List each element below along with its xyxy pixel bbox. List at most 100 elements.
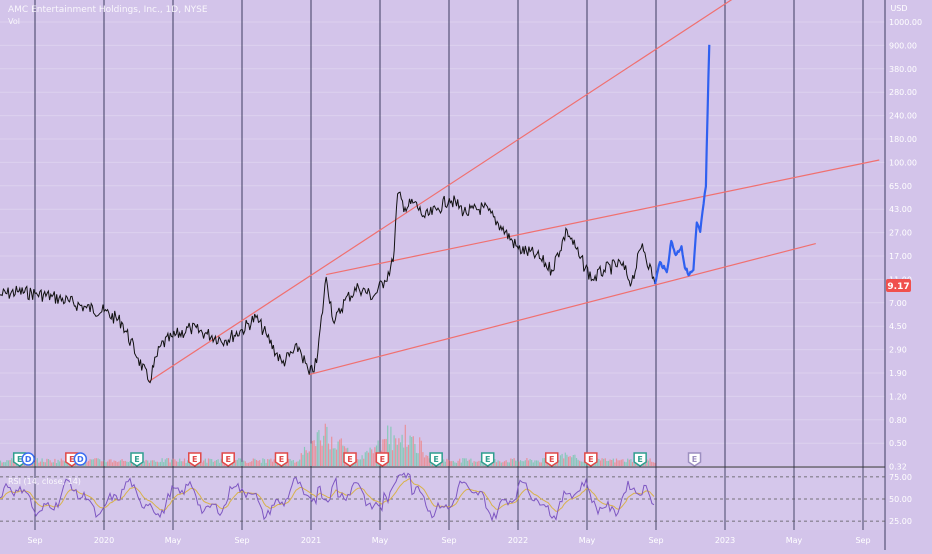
volume-bar <box>311 440 314 466</box>
volume-bar <box>108 459 110 466</box>
volume-bar <box>652 462 654 466</box>
axis-settings-icon[interactable]: USD <box>888 2 910 14</box>
volume-bar <box>623 461 626 466</box>
volume-bar <box>12 460 14 466</box>
volume-bar <box>332 448 334 466</box>
volume-bar <box>572 455 574 466</box>
y-tick-label: 0.80 <box>889 416 907 425</box>
vertical-gridlines <box>34 0 886 550</box>
volume-bar <box>151 460 154 466</box>
volume-bar <box>339 439 341 466</box>
volume-bar <box>516 460 518 466</box>
earnings-letter: D <box>77 455 84 464</box>
volume-bar <box>612 458 614 466</box>
volume-bar <box>574 454 576 466</box>
volume-bar <box>463 458 466 466</box>
trendlines[interactable] <box>148 0 880 383</box>
x-tick-label: 2021 <box>301 536 321 545</box>
earnings-marker[interactable]: E <box>343 452 357 467</box>
volume-bar <box>308 451 310 466</box>
volume-bar <box>497 460 499 466</box>
volume-bar <box>147 460 149 466</box>
y-tick-label: 17.00 <box>889 252 912 261</box>
volume-bar <box>294 462 296 466</box>
volume-bar <box>460 462 462 466</box>
volume-bar <box>537 460 539 466</box>
volume-bar <box>579 460 581 466</box>
y-axis-ticks: 1000.00 900.00 380.00 280.00 240.00 180.00 100… <box>889 18 922 472</box>
volume-bar <box>127 462 130 466</box>
volume-bar <box>143 461 146 466</box>
volume-bar <box>166 458 168 466</box>
volume-bar <box>411 437 413 466</box>
volume-bar <box>540 462 542 466</box>
volume-bar <box>611 460 613 466</box>
earnings-marker[interactable]: E <box>274 452 289 467</box>
earnings-marker[interactable]: E <box>221 452 235 467</box>
volume-bar <box>603 458 605 466</box>
earnings-marker[interactable]: E <box>375 452 390 467</box>
volume-bar <box>164 459 166 466</box>
earnings-marker[interactable]: E <box>429 452 443 467</box>
volume-bar <box>417 453 419 466</box>
volume-bar <box>177 461 179 466</box>
earnings-marker[interactable]: E <box>480 452 495 467</box>
volume-bar <box>399 442 402 466</box>
earnings-icon <box>221 452 235 467</box>
volume-bar <box>257 460 259 466</box>
volume-bar <box>251 461 253 466</box>
trendline[interactable] <box>148 0 756 383</box>
earnings-letter: E <box>69 455 74 464</box>
volume-bar <box>233 462 235 466</box>
volume-bar <box>622 459 624 466</box>
projection-series <box>653 44 711 285</box>
y-tick-label: 280.00 <box>889 88 917 97</box>
earnings-marker[interactable]: E <box>188 452 202 467</box>
y-tick-label: 900.00 <box>889 41 917 50</box>
volume-bar <box>334 448 336 466</box>
volume-bar <box>255 460 258 466</box>
earnings-marker[interactable]: E <box>584 452 598 467</box>
volume-bar <box>443 459 445 466</box>
earnings-marker[interactable]: E <box>544 452 559 467</box>
volume-bar <box>115 460 117 466</box>
earnings-marker[interactable]: E <box>130 452 144 467</box>
y-tick-label: 0.50 <box>889 439 907 448</box>
volume-bar <box>155 461 157 466</box>
volume-bar <box>534 460 536 466</box>
symbol-title: AMC Entertainment Holdings, Inc., 1D, NY… <box>8 5 208 15</box>
volume-bar <box>422 452 424 466</box>
earnings-letter: E <box>347 455 352 464</box>
volume-bar <box>169 462 171 466</box>
volume-bar <box>515 460 517 466</box>
earnings-marker[interactable]: D <box>73 452 88 466</box>
volume-bar <box>14 462 16 466</box>
volume-bar <box>404 424 406 466</box>
x-tick-label: Sep <box>441 536 456 545</box>
volume-bar <box>617 460 619 466</box>
volume-bar <box>366 450 368 466</box>
volume-bar <box>471 462 474 466</box>
earnings-marker[interactable]: D <box>21 452 35 466</box>
volume-bar <box>263 459 266 466</box>
volume-bar <box>49 460 51 466</box>
volume-bar <box>57 459 59 466</box>
rsi-ma-line <box>0 477 655 512</box>
volume-bar <box>107 461 109 466</box>
earnings-marker[interactable]: E <box>687 452 702 467</box>
trendline[interactable] <box>326 159 880 276</box>
volume-bar <box>214 460 216 466</box>
rsi-tick-label: 25.00 <box>889 517 912 526</box>
volume-bar <box>267 459 269 466</box>
earnings-marker[interactable]: E <box>633 452 647 467</box>
volume-bar <box>319 440 322 466</box>
y-tick-label: 4.50 <box>889 322 907 331</box>
y-tick-label: 0.32 <box>889 463 907 472</box>
trendline[interactable] <box>309 242 816 376</box>
volume-bar <box>455 462 458 466</box>
volume-bar <box>604 458 606 466</box>
volume-bar <box>566 454 568 466</box>
volume-bar <box>7 460 10 466</box>
